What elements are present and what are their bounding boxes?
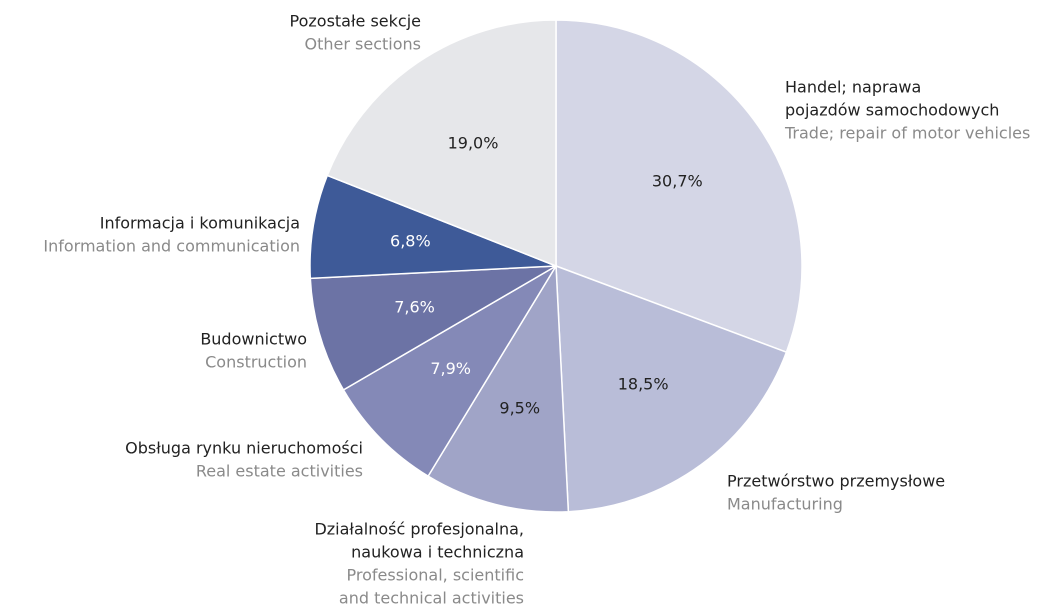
category-label: Informacja i komunikacja bbox=[100, 214, 300, 233]
category-label: Budownictwo bbox=[200, 330, 307, 349]
value-label: 18,5% bbox=[618, 375, 669, 394]
pie-slice bbox=[342, 265, 557, 478]
value-label: 7,9% bbox=[430, 359, 471, 378]
category-label: pojazdów samochodowych bbox=[785, 101, 999, 120]
category-label-en: Trade; repair of motor vehicles bbox=[784, 124, 1030, 143]
category-label: Handel; naprawa bbox=[785, 78, 921, 97]
category-label-en: Construction bbox=[205, 353, 307, 372]
category-label: Działalność profesjonalna, bbox=[314, 520, 524, 539]
pie-slice bbox=[309, 265, 557, 391]
category-label: naukowa i techniczna bbox=[351, 543, 524, 562]
pie-slice bbox=[555, 264, 788, 513]
value-label: 6,8% bbox=[390, 231, 431, 250]
pie-slice bbox=[326, 19, 557, 268]
category-label-en: Other sections bbox=[305, 35, 421, 54]
value-label: 7,6% bbox=[394, 298, 435, 317]
pie-slice bbox=[555, 19, 803, 354]
category-label-en: Manufacturing bbox=[727, 495, 843, 514]
category-label-en: Real estate activities bbox=[196, 462, 363, 481]
pie-slice bbox=[309, 174, 557, 280]
category-label: Obsługa rynku nieruchomości bbox=[125, 439, 363, 458]
pie-slice bbox=[427, 263, 570, 513]
category-label-en: and technical activities bbox=[339, 589, 524, 607]
category-label-en: Professional, scientific bbox=[347, 566, 524, 585]
value-label: 19,0% bbox=[448, 133, 499, 152]
value-label: 30,7% bbox=[652, 171, 703, 190]
category-label: Pozostałe sekcje bbox=[290, 12, 421, 31]
value-label: 9,5% bbox=[499, 399, 540, 418]
category-label-en: Information and communication bbox=[43, 237, 300, 256]
category-label: Przetwórstwo przemysłowe bbox=[727, 472, 945, 491]
